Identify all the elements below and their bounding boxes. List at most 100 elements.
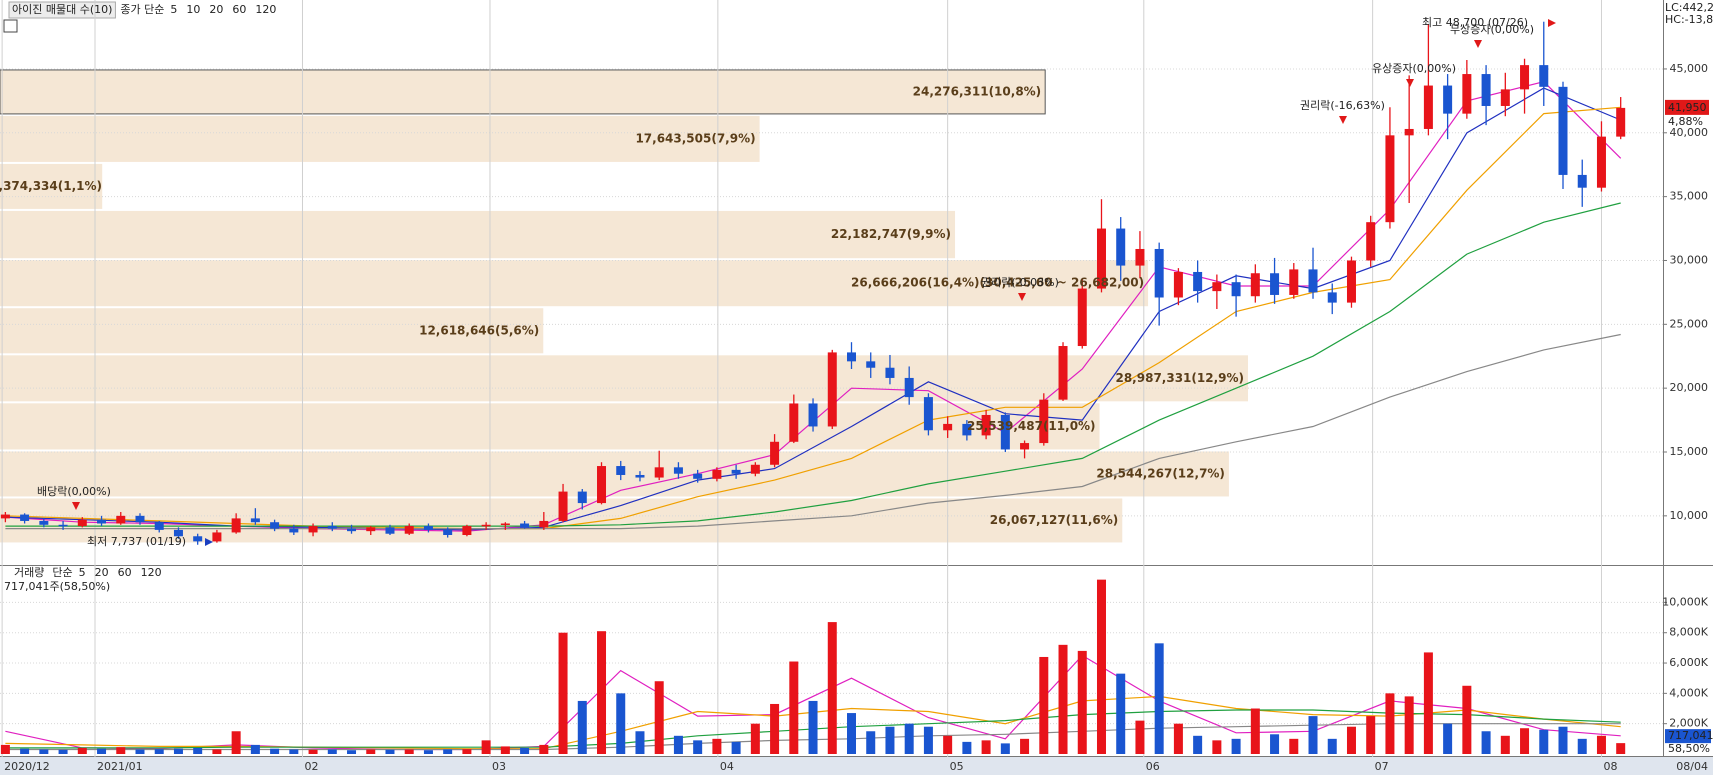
- volume-bar: [827, 622, 837, 754]
- volume-bar: [385, 749, 395, 754]
- pane-title: 거래량: [14, 566, 44, 579]
- volume-bar: [577, 700, 587, 754]
- candle-body: [385, 527, 395, 534]
- x-tick-label: 07: [1375, 760, 1389, 773]
- y-tick-label: 30,000: [1670, 253, 1709, 266]
- y-tick-label: 10,000: [1670, 509, 1709, 522]
- volume-bar: [347, 750, 357, 754]
- y-tick-label: 25,000: [1670, 317, 1709, 330]
- candle-body: [1616, 107, 1626, 137]
- volume-bar: [1077, 650, 1087, 754]
- volume-tag: 717,041: [1668, 729, 1713, 742]
- y-tick-label: 20,000: [1670, 381, 1709, 394]
- candle-body: [1212, 282, 1222, 292]
- profile-label: 17,643,505(7,9%): [635, 131, 755, 145]
- volume-bar: [520, 747, 530, 754]
- candle-body: [1000, 414, 1010, 450]
- event-arrow: [1548, 19, 1556, 27]
- candle-body: [1443, 85, 1453, 114]
- volume-bar: [981, 740, 991, 754]
- event-arrow: [1474, 40, 1482, 48]
- volume-bar: [1443, 723, 1453, 754]
- candle-body: [270, 522, 280, 529]
- volume-bar: [558, 632, 568, 754]
- volume-bar: [1500, 735, 1510, 754]
- candle-body: [1116, 228, 1126, 266]
- profile-band: [0, 69, 1046, 115]
- x-tick-label: 08: [1603, 760, 1617, 773]
- volume-bar: [1193, 735, 1203, 754]
- volume-bar: [308, 749, 318, 754]
- candle-body: [366, 527, 376, 532]
- candle-body: [1577, 174, 1587, 188]
- volume-bar: [731, 741, 741, 754]
- volume-bar: [770, 703, 780, 754]
- legend-entry: 20: [209, 3, 223, 16]
- candle-body: [77, 519, 87, 527]
- candle-body: [97, 519, 107, 524]
- candle-body: [1366, 222, 1376, 261]
- volume-bar: [1346, 726, 1356, 754]
- candle-body: [1096, 228, 1106, 289]
- candle-body: [1193, 271, 1203, 292]
- candle-body: [750, 464, 760, 474]
- candle-body: [1154, 248, 1164, 298]
- volume-bar: [1289, 738, 1299, 754]
- x-tick-label: 2021/01: [97, 760, 143, 773]
- volume-bar: [1327, 738, 1337, 754]
- volume-bar: [1096, 579, 1106, 754]
- candle-body: [404, 526, 414, 534]
- candle-body: [1596, 136, 1606, 188]
- event-arrow: [72, 502, 80, 510]
- profile-band: [0, 210, 956, 259]
- x-tick-label: 02: [304, 760, 318, 773]
- candle-body: [673, 467, 683, 474]
- y-tick-label: 10,000K: [1662, 595, 1708, 608]
- calendar-icon: [3, 19, 18, 33]
- candle-body: [250, 518, 260, 523]
- volume-bar: [1270, 734, 1280, 754]
- volume-bar: [866, 731, 876, 754]
- candle-body: [1173, 271, 1183, 298]
- candle-body: [1077, 288, 1087, 347]
- profile-label: 28,987,331(12,9%): [1115, 371, 1244, 385]
- date-axis-bg: [0, 757, 1713, 775]
- candle-body: [1423, 85, 1433, 129]
- candle-body: [481, 524, 491, 527]
- price-tag-box: [1665, 99, 1709, 115]
- volume-bar: [885, 726, 895, 754]
- volume-bar: [327, 749, 337, 754]
- volume-bar: [443, 749, 453, 754]
- event-arrow: [1018, 293, 1026, 301]
- volume-bar: [693, 740, 703, 754]
- volume-bar: [500, 746, 510, 754]
- lc-label: LC:442,2: [1665, 1, 1713, 14]
- volume-bar: [597, 631, 607, 754]
- volume-bar: [673, 735, 683, 754]
- candle-body: [1270, 273, 1280, 295]
- candle-body: [827, 352, 837, 427]
- volume-bar: [1000, 743, 1010, 754]
- volume-bar: [135, 749, 145, 754]
- candle-body: [558, 491, 568, 521]
- volume-bar: [39, 749, 49, 754]
- candle-body: [1558, 86, 1568, 175]
- volume-bar: [1404, 696, 1414, 754]
- candle-body: [885, 367, 895, 378]
- volume-bar: [904, 723, 914, 754]
- x-tick-label: 04: [720, 760, 734, 773]
- volume-bar: [943, 735, 953, 754]
- candle-body: [943, 423, 953, 431]
- candle-body: [327, 526, 337, 529]
- profile-label: 26,666,206(16,4%)(30,425,60 ~ 26,682,00): [851, 276, 1144, 290]
- volume-bar: [173, 748, 183, 754]
- x-tick-label: 03: [492, 760, 506, 773]
- legend-entry: 60: [118, 566, 132, 579]
- volume-bar: [1058, 644, 1068, 754]
- volume-bar: [1250, 708, 1260, 754]
- volume-bar: [1020, 738, 1030, 754]
- hc-label: HC:-13,8: [1665, 13, 1713, 26]
- candle-body: [308, 526, 318, 533]
- event-arrow: [205, 538, 213, 546]
